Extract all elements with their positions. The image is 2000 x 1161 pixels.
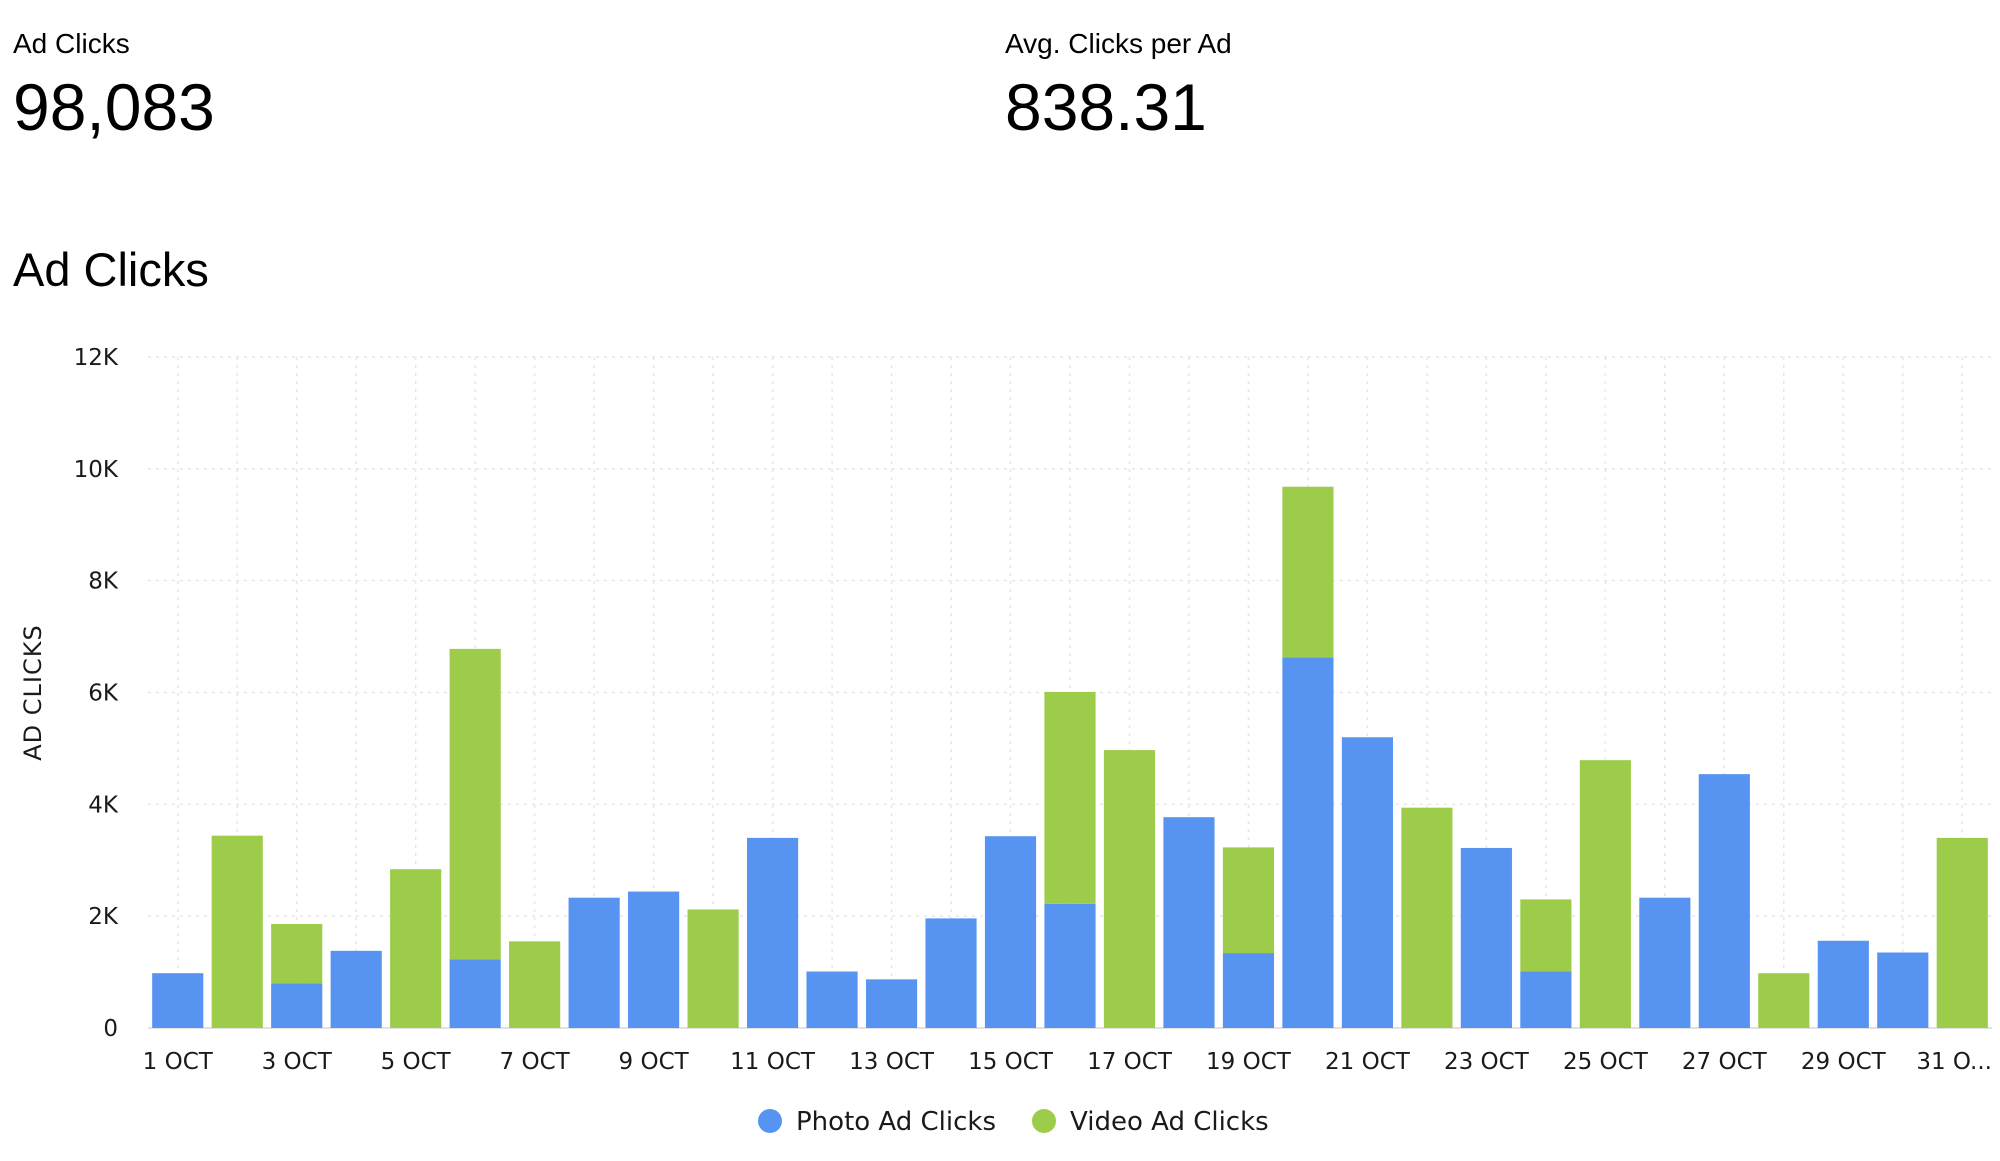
x-tick-label: 15 OCT <box>968 1049 1054 1075</box>
chart-title: Ad Clicks <box>13 243 209 296</box>
x-tick-label: 23 OCT <box>1444 1049 1530 1075</box>
x-tick-label: 27 OCT <box>1682 1049 1768 1075</box>
kpi-ad-clicks: Ad Clicks 98,083 <box>13 26 215 146</box>
kpi-ad-clicks-value: 98,083 <box>13 70 215 144</box>
bar-photo-3 <box>271 983 323 1028</box>
y-tick-label: 8K <box>88 569 119 595</box>
x-tick-label: 31 O... <box>1916 1049 1992 1075</box>
x-tick-label: 19 OCT <box>1206 1049 1292 1075</box>
bar-photo-30 <box>1877 952 1929 1028</box>
bar-photo-11 <box>747 837 799 1028</box>
y-tick-label: 10K <box>74 457 119 483</box>
bar-video-28 <box>1758 973 1810 1028</box>
bar-photo-14 <box>925 918 977 1028</box>
legend-label-video: Video Ad Clicks <box>1070 1107 1269 1137</box>
bar-photo-4 <box>330 950 382 1028</box>
x-tick-label: 11 OCT <box>730 1049 816 1075</box>
bar-photo-16 <box>1044 903 1096 1028</box>
bar-photo-19 <box>1222 953 1275 1028</box>
bar-photo-18 <box>1163 817 1215 1028</box>
bar-photo-1 <box>152 973 204 1028</box>
bar-photo-8 <box>568 897 620 1028</box>
y-tick-label: 2K <box>88 904 119 930</box>
bar-video-22 <box>1401 807 1453 1028</box>
bar-photo-29 <box>1817 940 1869 1028</box>
bar-video-6 <box>449 648 501 960</box>
x-tick-label: 1 OCT <box>143 1049 214 1075</box>
bar-video-16 <box>1044 691 1096 904</box>
y-tick-label: 0 <box>103 1016 118 1042</box>
kpi-avg-clicks: Avg. Clicks per Ad 838.31 <box>1005 26 1232 146</box>
bar-photo-6 <box>449 959 501 1028</box>
x-tick-label: 3 OCT <box>262 1049 333 1075</box>
bar-photo-15 <box>984 836 1037 1028</box>
legend-swatch-video <box>1032 1109 1056 1133</box>
bar-video-25 <box>1579 760 1631 1028</box>
kpi-ad-clicks-label: Ad Clicks <box>13 28 130 59</box>
bar-video-19 <box>1222 847 1275 954</box>
bar-photo-27 <box>1698 774 1750 1028</box>
x-tick-label: 13 OCT <box>849 1049 935 1075</box>
bar-video-17 <box>1103 750 1156 1028</box>
bar-photo-12 <box>806 971 858 1028</box>
bar-photo-21 <box>1341 737 1393 1028</box>
x-tick-label: 5 OCT <box>381 1049 452 1075</box>
bar-video-7 <box>509 941 561 1028</box>
bar-photo-13 <box>865 979 918 1028</box>
x-tick-label: 25 OCT <box>1563 1049 1649 1075</box>
bar-video-24 <box>1520 899 1572 972</box>
legend-label-photo: Photo Ad Clicks <box>796 1107 996 1137</box>
bar-video-10 <box>687 909 739 1028</box>
x-tick-label: 9 OCT <box>619 1049 690 1075</box>
x-tick-label: 21 OCT <box>1325 1049 1411 1075</box>
x-tick-label: 29 OCT <box>1801 1049 1887 1075</box>
bar-video-31 <box>1936 837 1988 1028</box>
y-tick-label: 12K <box>74 345 119 371</box>
bar-photo-23 <box>1460 847 1512 1028</box>
bar-photo-26 <box>1639 897 1691 1028</box>
bar-photo-20 <box>1282 657 1334 1028</box>
y-tick-label: 4K <box>88 792 119 818</box>
bar-video-3 <box>271 923 323 984</box>
bar-video-5 <box>390 869 442 1028</box>
legend-swatch-photo <box>758 1109 782 1133</box>
kpi-avg-clicks-label: Avg. Clicks per Ad <box>1005 28 1232 59</box>
bar-photo-9 <box>628 891 680 1028</box>
bar-video-2 <box>211 835 263 1028</box>
x-tick-label: 17 OCT <box>1087 1049 1173 1075</box>
bar-photo-24 <box>1520 971 1572 1028</box>
bar-video-20 <box>1282 486 1334 658</box>
y-tick-label: 6K <box>88 681 119 707</box>
y-axis-title: AD CLICKS <box>19 624 47 760</box>
kpi-avg-clicks-value: 838.31 <box>1005 70 1207 144</box>
x-tick-label: 7 OCT <box>500 1049 571 1075</box>
